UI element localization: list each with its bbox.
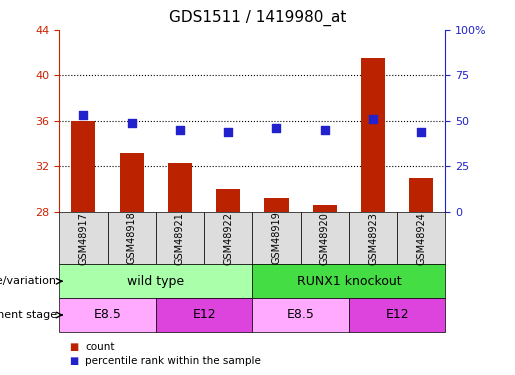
- Text: wild type: wild type: [127, 275, 184, 288]
- Bar: [168, 163, 192, 212]
- Bar: [264, 198, 288, 212]
- Point: [224, 129, 232, 135]
- Text: genotype/variation: genotype/variation: [0, 276, 57, 286]
- Point: [369, 116, 377, 122]
- Text: GSM48917: GSM48917: [78, 211, 89, 265]
- Text: E8.5: E8.5: [94, 309, 122, 321]
- Text: GSM48922: GSM48922: [223, 211, 233, 265]
- Bar: [409, 178, 434, 212]
- Point: [272, 125, 281, 131]
- Text: development stage: development stage: [0, 310, 57, 320]
- Point: [321, 127, 329, 133]
- Bar: [119, 153, 144, 212]
- Bar: [71, 121, 95, 212]
- Text: ■: ■: [70, 356, 79, 366]
- Text: percentile rank within the sample: percentile rank within the sample: [85, 356, 261, 366]
- Text: GSM48920: GSM48920: [320, 211, 330, 265]
- Text: count: count: [85, 342, 114, 352]
- Text: GSM48919: GSM48919: [271, 212, 282, 264]
- Text: GDS1511 / 1419980_at: GDS1511 / 1419980_at: [169, 9, 346, 26]
- Point: [79, 112, 88, 118]
- Bar: [216, 189, 241, 212]
- Text: GSM48921: GSM48921: [175, 211, 185, 265]
- Text: ■: ■: [70, 342, 79, 352]
- Bar: [361, 58, 385, 212]
- Text: E12: E12: [192, 309, 216, 321]
- Point: [128, 120, 136, 126]
- Text: GSM48924: GSM48924: [416, 211, 426, 265]
- Text: RUNX1 knockout: RUNX1 knockout: [297, 275, 401, 288]
- Text: E8.5: E8.5: [287, 309, 315, 321]
- Text: E12: E12: [385, 309, 409, 321]
- Text: GSM48918: GSM48918: [127, 212, 136, 264]
- Text: GSM48923: GSM48923: [368, 211, 378, 265]
- Bar: [313, 205, 337, 212]
- Point: [417, 129, 425, 135]
- Point: [176, 127, 184, 133]
